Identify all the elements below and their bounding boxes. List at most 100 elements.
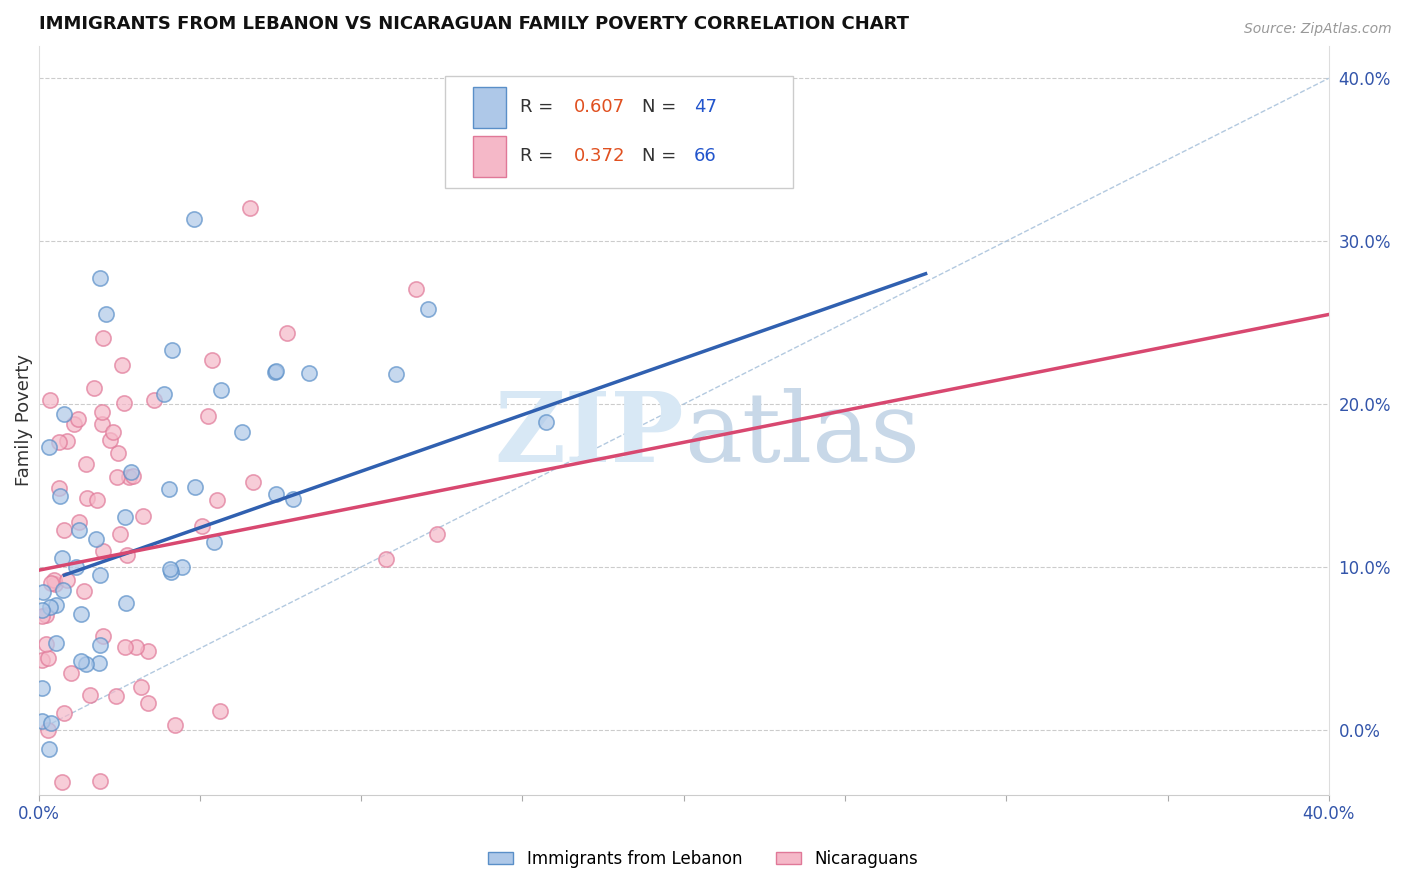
- Point: [37, 723, 59, 738]
- Point: [191, 519, 214, 533]
- Point: [163, 718, 186, 732]
- Point: [39, 392, 62, 407]
- Point: [202, 535, 225, 549]
- Point: [45, 636, 67, 650]
- Point: [39, 600, 62, 615]
- Point: [45, 598, 67, 612]
- Point: [67, 516, 90, 530]
- Point: [374, 552, 396, 566]
- Point: [231, 425, 253, 439]
- Text: 0.607: 0.607: [574, 98, 626, 117]
- Point: [55, 573, 77, 587]
- Point: [66, 412, 89, 426]
- Point: [53, 706, 76, 720]
- Legend: Immigrants from Lebanon, Nicaraguans: Immigrants from Lebanon, Nicaraguans: [482, 844, 924, 875]
- Point: [160, 565, 183, 579]
- Point: [73, 584, 96, 599]
- Point: [48, 481, 70, 495]
- Point: [31, 603, 53, 617]
- Point: [245, 869, 267, 883]
- Point: [114, 640, 136, 654]
- Text: R =: R =: [520, 147, 558, 165]
- Point: [70, 654, 93, 668]
- Point: [101, 425, 124, 439]
- Point: [536, 415, 558, 429]
- Point: [84, 532, 107, 546]
- FancyBboxPatch shape: [474, 87, 506, 128]
- Point: [120, 466, 142, 480]
- Point: [205, 492, 228, 507]
- Point: [35, 637, 58, 651]
- Point: [98, 433, 121, 447]
- Point: [117, 470, 139, 484]
- Point: [44, 576, 66, 591]
- Point: [239, 201, 262, 215]
- Point: [35, 608, 58, 623]
- Point: [89, 271, 111, 285]
- Text: atlas: atlas: [683, 388, 920, 483]
- Point: [276, 326, 298, 340]
- Point: [41, 576, 63, 591]
- Text: 0.372: 0.372: [574, 147, 626, 165]
- Point: [108, 526, 131, 541]
- Point: [153, 386, 176, 401]
- Point: [143, 392, 166, 407]
- Point: [264, 487, 287, 501]
- Point: [197, 409, 219, 423]
- Point: [209, 704, 232, 718]
- Point: [104, 689, 127, 703]
- FancyBboxPatch shape: [474, 136, 506, 177]
- Point: [136, 644, 159, 658]
- Point: [209, 384, 232, 398]
- Point: [89, 773, 111, 788]
- Point: [114, 510, 136, 524]
- Point: [426, 527, 449, 541]
- Point: [31, 681, 53, 696]
- Point: [65, 559, 87, 574]
- Text: 66: 66: [695, 147, 717, 165]
- Point: [281, 491, 304, 506]
- Point: [89, 656, 111, 670]
- Point: [160, 343, 183, 358]
- Point: [94, 307, 117, 321]
- Point: [91, 629, 114, 643]
- Point: [31, 653, 53, 667]
- Point: [405, 282, 427, 296]
- Point: [62, 417, 84, 431]
- Point: [112, 396, 135, 410]
- Point: [105, 470, 128, 484]
- Point: [129, 680, 152, 694]
- Point: [75, 657, 97, 671]
- Point: [117, 548, 139, 562]
- Point: [89, 638, 111, 652]
- Point: [91, 544, 114, 558]
- Point: [90, 405, 112, 419]
- Point: [89, 568, 111, 582]
- Point: [264, 364, 287, 378]
- Point: [31, 714, 53, 729]
- Point: [51, 550, 73, 565]
- Point: [51, 774, 73, 789]
- Point: [201, 352, 224, 367]
- Text: ZIP: ZIP: [494, 388, 683, 483]
- Point: [53, 523, 76, 537]
- Point: [39, 716, 62, 731]
- Point: [183, 211, 205, 226]
- Point: [263, 365, 285, 379]
- Point: [93, 331, 115, 345]
- Point: [48, 434, 70, 449]
- Point: [48, 489, 70, 503]
- Point: [184, 479, 207, 493]
- Point: [416, 301, 439, 316]
- Point: [107, 808, 129, 822]
- Point: [37, 651, 59, 665]
- Point: [115, 596, 138, 610]
- Point: [70, 607, 93, 622]
- Point: [107, 446, 129, 460]
- Text: N =: N =: [643, 147, 682, 165]
- Point: [31, 609, 53, 624]
- Y-axis label: Family Poverty: Family Poverty: [15, 354, 32, 486]
- Point: [38, 440, 60, 454]
- Text: IMMIGRANTS FROM LEBANON VS NICARAGUAN FAMILY POVERTY CORRELATION CHART: IMMIGRANTS FROM LEBANON VS NICARAGUAN FA…: [38, 15, 908, 33]
- Text: N =: N =: [643, 98, 682, 117]
